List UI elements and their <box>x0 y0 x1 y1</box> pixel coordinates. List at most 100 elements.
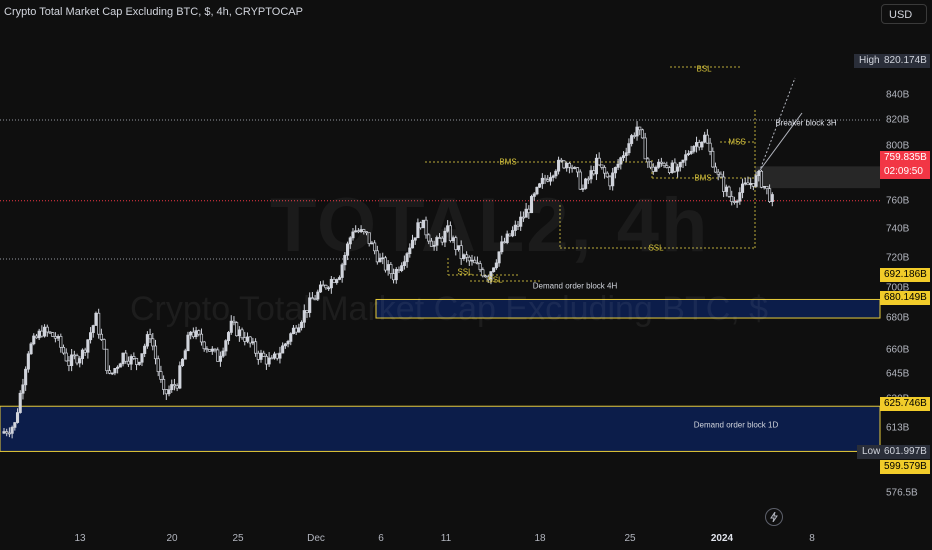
candle <box>632 132 636 139</box>
candle-body <box>162 379 166 390</box>
candle-body <box>24 368 28 386</box>
candle-body <box>183 350 187 360</box>
candle <box>172 378 176 391</box>
candle <box>235 321 239 337</box>
candle <box>378 253 382 263</box>
candle-body <box>310 297 314 300</box>
candle <box>208 349 212 352</box>
y-tick-label: 645B <box>886 368 910 380</box>
candle <box>402 255 406 270</box>
candle-body <box>532 193 536 197</box>
candle-body <box>413 237 417 241</box>
candle <box>321 280 325 287</box>
candle-body <box>170 384 174 391</box>
candle-body <box>735 200 739 203</box>
candle <box>135 357 139 371</box>
candle-body <box>202 341 206 350</box>
candle <box>524 202 528 218</box>
candle-body <box>67 360 71 367</box>
candle <box>43 324 47 338</box>
candle <box>89 327 93 344</box>
candle <box>80 348 85 365</box>
candle <box>727 185 731 198</box>
candle <box>692 145 696 154</box>
candle-body <box>327 287 331 290</box>
candle <box>592 165 596 176</box>
candle <box>770 192 774 207</box>
candle <box>121 352 125 367</box>
candle <box>72 350 76 360</box>
candle-body <box>711 150 715 168</box>
candle-body <box>713 166 718 173</box>
candle <box>140 353 144 367</box>
candle-body <box>275 353 279 359</box>
candle-body <box>107 370 112 374</box>
candle-body <box>689 151 693 154</box>
candle-body <box>2 431 6 434</box>
candle <box>649 161 653 170</box>
candle-body <box>559 159 563 162</box>
candle <box>229 315 233 335</box>
candle-body <box>121 352 125 365</box>
candle <box>86 339 90 359</box>
candle-body <box>678 162 682 168</box>
candle-body <box>429 240 433 247</box>
currency-button[interactable]: USD <box>881 4 927 24</box>
candle-body <box>619 157 623 165</box>
candle-body <box>264 356 268 365</box>
candle-body <box>267 357 271 365</box>
candle-body <box>159 371 163 380</box>
candle-body <box>43 326 47 337</box>
candle <box>573 166 577 170</box>
candle-body <box>308 297 312 313</box>
candle <box>124 350 128 364</box>
candle-body <box>343 255 347 266</box>
candle-body <box>145 334 149 347</box>
candle <box>538 182 542 188</box>
candle <box>137 361 141 366</box>
candle-body <box>167 389 171 395</box>
candle-body <box>511 230 515 237</box>
candle <box>175 383 179 392</box>
candle-body <box>727 186 731 197</box>
candle-body <box>245 336 250 342</box>
candle <box>327 286 331 291</box>
candle-body <box>175 385 179 389</box>
candle <box>267 352 271 367</box>
candle <box>205 346 209 353</box>
candle-body <box>116 366 120 369</box>
candle <box>153 339 158 365</box>
candle-body <box>654 166 658 172</box>
candle <box>624 147 628 162</box>
candle-body <box>416 222 420 239</box>
candle-body <box>557 159 561 172</box>
candle <box>749 177 753 189</box>
candle-body <box>497 251 501 264</box>
candle-body <box>15 412 20 423</box>
candle <box>548 172 553 186</box>
candle-body <box>535 186 539 195</box>
candle <box>478 260 482 273</box>
candle <box>570 164 574 173</box>
candle <box>64 348 68 362</box>
candle-body <box>226 332 231 341</box>
candle <box>348 236 352 249</box>
candle <box>56 334 60 341</box>
candle <box>48 331 52 335</box>
candle-body <box>51 332 55 337</box>
candle <box>61 344 66 355</box>
candle-body <box>448 225 452 242</box>
x-tick-label: 11 <box>440 533 452 544</box>
candle <box>300 320 304 331</box>
candle-body <box>132 356 136 359</box>
lightning-icon[interactable] <box>765 508 783 526</box>
candle-body <box>229 320 233 333</box>
candle <box>262 350 266 358</box>
candle <box>584 177 588 190</box>
candle-body <box>632 135 636 137</box>
candle-body <box>546 179 550 182</box>
candle-body <box>740 183 745 193</box>
candle <box>310 291 314 300</box>
candle <box>32 333 36 346</box>
